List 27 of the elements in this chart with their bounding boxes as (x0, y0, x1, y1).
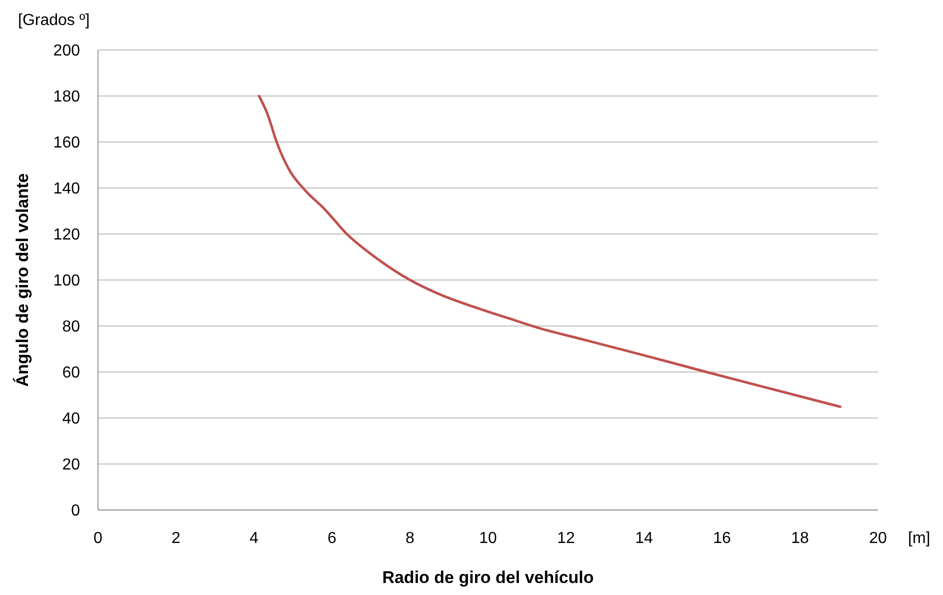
y-tick-label: 140 (53, 180, 80, 198)
y-tick-label: 0 (71, 502, 80, 520)
x-tick-label: 10 (479, 530, 497, 547)
y-tick-label: 40 (62, 410, 80, 428)
text: [Grados º] (18, 12, 90, 29)
y-tick-label: 120 (53, 226, 80, 244)
y-tick-label: 200 (53, 42, 80, 60)
x-tick-label: 4 (250, 530, 259, 547)
x-tick-label: 18 (791, 530, 809, 547)
x-tick-label: 0 (94, 530, 103, 547)
y-tick-label: 180 (53, 88, 80, 106)
y-tick-label: 100 (53, 272, 80, 290)
y-axis-title: Ángulo de giro del volante (12, 173, 32, 387)
text: [m] (908, 530, 930, 547)
y-tick-label: 60 (62, 364, 80, 382)
line-series (258, 94, 842, 408)
x-tick-label: 12 (557, 530, 575, 547)
y-tick-label: 20 (62, 456, 80, 474)
x-tick-label: 2 (172, 530, 181, 547)
x-tick-label: 16 (713, 530, 731, 547)
x-axis-title: Radio de giro del vehículo (382, 568, 594, 587)
y-tick-label: 160 (53, 134, 80, 152)
x-tick-label: 8 (406, 530, 415, 547)
x-tick-label: 14 (635, 530, 653, 547)
y-tick-label: 80 (62, 318, 80, 336)
x-tick-label: 6 (328, 530, 337, 547)
x-tick-label: 20 (869, 530, 887, 547)
